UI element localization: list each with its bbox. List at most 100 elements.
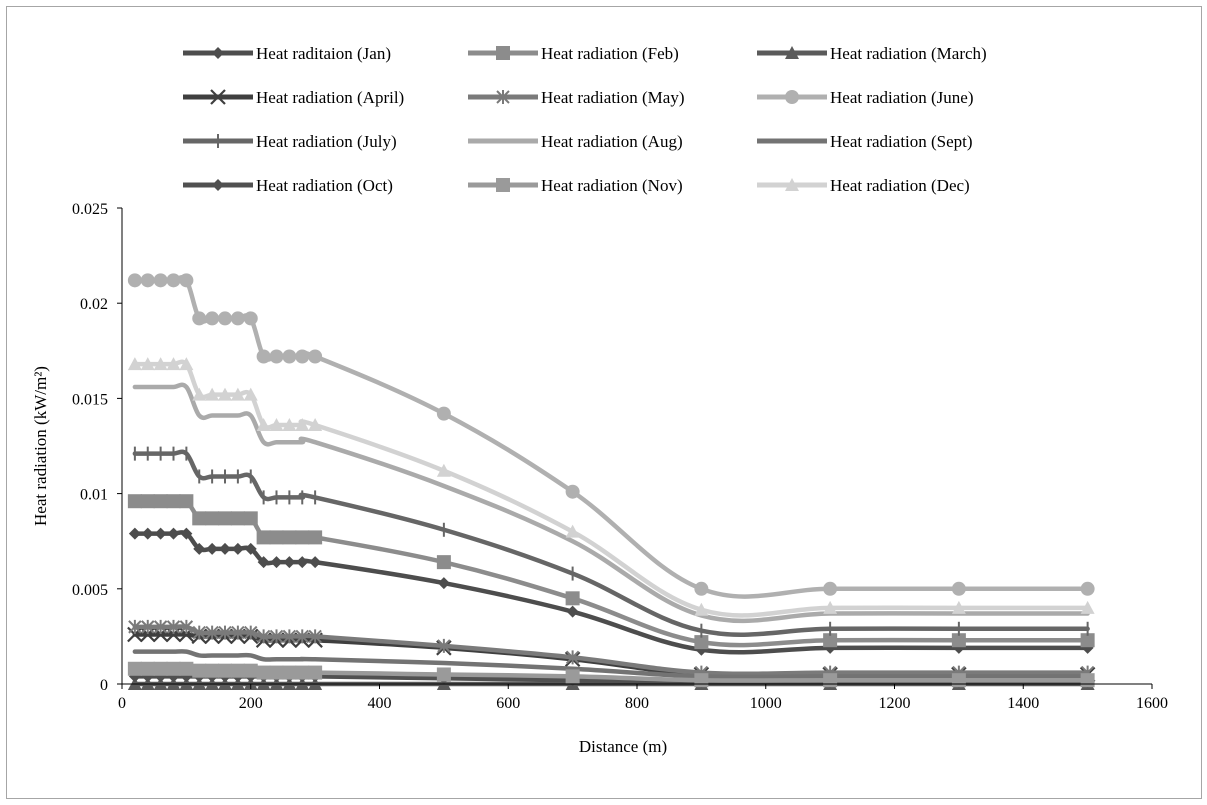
data-point	[206, 542, 219, 555]
data-point	[243, 387, 258, 401]
data-point	[1080, 600, 1095, 614]
legend: Heat raditaion (Jan) Heat radiation (Feb)…	[183, 44, 987, 195]
x-tick-label: 1000	[750, 695, 782, 712]
data-point	[694, 635, 709, 650]
data-point	[193, 542, 206, 555]
data-point	[308, 530, 323, 545]
data-point	[219, 542, 231, 555]
data-point	[269, 418, 284, 432]
data-point	[166, 357, 181, 371]
data-point	[270, 556, 283, 569]
data-point	[180, 527, 193, 540]
data-point	[179, 661, 194, 676]
legend-label: Heat radiation (Dec)	[830, 176, 970, 195]
data-point	[153, 357, 168, 371]
series-line	[132, 359, 1090, 618]
data-point	[127, 273, 142, 288]
data-point	[309, 556, 322, 569]
data-point	[141, 619, 155, 634]
data-point	[179, 494, 194, 509]
data-point	[127, 626, 143, 643]
legend-label: Heat radiation (Oct)	[256, 176, 393, 195]
data-point	[436, 406, 451, 421]
data-point	[951, 633, 966, 648]
data-point	[140, 273, 155, 288]
legend-marker	[212, 47, 224, 59]
y-tick-label: 0.02	[80, 296, 108, 313]
data-point	[295, 530, 310, 545]
data-point	[308, 665, 323, 680]
y-axis-title: Heat radiation (kW/m²)	[31, 366, 50, 526]
y-tick-label: 0.01	[80, 487, 108, 504]
data-point	[230, 663, 245, 678]
data-point	[437, 577, 450, 590]
series-line	[132, 649, 1090, 680]
series-line	[132, 624, 1090, 677]
data-point	[205, 663, 220, 678]
data-point	[823, 633, 838, 648]
data-point	[1080, 581, 1095, 596]
data-point	[179, 273, 194, 288]
data-point	[951, 581, 966, 596]
legend-label: Heat radiation (Sept)	[830, 132, 973, 151]
data-point	[205, 511, 220, 526]
data-point	[167, 527, 180, 540]
data-point	[205, 387, 220, 401]
data-point	[308, 349, 323, 364]
data-point	[256, 629, 271, 644]
series-7	[132, 446, 1090, 638]
data-point	[140, 661, 155, 676]
data-point	[823, 581, 838, 596]
data-point	[140, 357, 155, 371]
data-point	[218, 511, 232, 526]
x-tick-label: 800	[625, 695, 649, 712]
data-point	[218, 311, 232, 326]
series-1	[128, 527, 1094, 656]
data-point	[282, 530, 297, 545]
x-tick-label: 1200	[879, 695, 911, 712]
data-point	[437, 638, 451, 653]
data-point	[139, 626, 156, 643]
data-point	[153, 273, 168, 288]
legend-item: Heat radiation (Feb)	[468, 44, 679, 63]
legend-item: Heat radiation (Aug)	[468, 132, 683, 151]
x-tick-label: 0	[118, 695, 126, 712]
x-tick-label: 600	[496, 695, 520, 712]
data-point	[165, 626, 182, 643]
data-point	[282, 629, 297, 644]
data-point	[257, 556, 270, 569]
data-point	[282, 349, 297, 364]
series-6	[127, 273, 1095, 599]
legend-item: Heat radiation (June)	[757, 88, 974, 107]
data-point	[823, 600, 838, 614]
data-point	[127, 494, 142, 509]
x-tick-label: 400	[368, 695, 392, 712]
data-point	[192, 387, 207, 401]
data-point	[269, 349, 284, 364]
legend-marker	[785, 46, 799, 59]
data-point	[166, 661, 181, 676]
x-tick-label: 1600	[1136, 695, 1168, 712]
legend-label: Heat radiation (Aug)	[541, 132, 683, 151]
y-tick-label: 0.025	[72, 201, 108, 218]
legend-item: Heat radiation (Dec)	[757, 176, 970, 195]
legend-label: Heat raditaion (Jan)	[256, 44, 391, 63]
legend-label: Heat radiation (June)	[830, 88, 974, 107]
data-point	[192, 311, 207, 326]
legend-item: Heat radiation (July)	[183, 132, 397, 151]
data-point	[308, 418, 323, 432]
data-point	[192, 511, 207, 526]
legend-marker	[785, 178, 799, 191]
data-point	[256, 349, 271, 364]
data-point	[436, 555, 451, 570]
series-line	[132, 449, 1090, 637]
data-point	[166, 273, 181, 288]
y-tick-label: 0.015	[72, 391, 108, 408]
series-line	[132, 382, 1090, 624]
data-point	[269, 530, 284, 545]
data-point	[295, 665, 310, 680]
series-line	[132, 275, 1090, 599]
data-point	[243, 511, 258, 526]
data-point	[256, 665, 271, 680]
